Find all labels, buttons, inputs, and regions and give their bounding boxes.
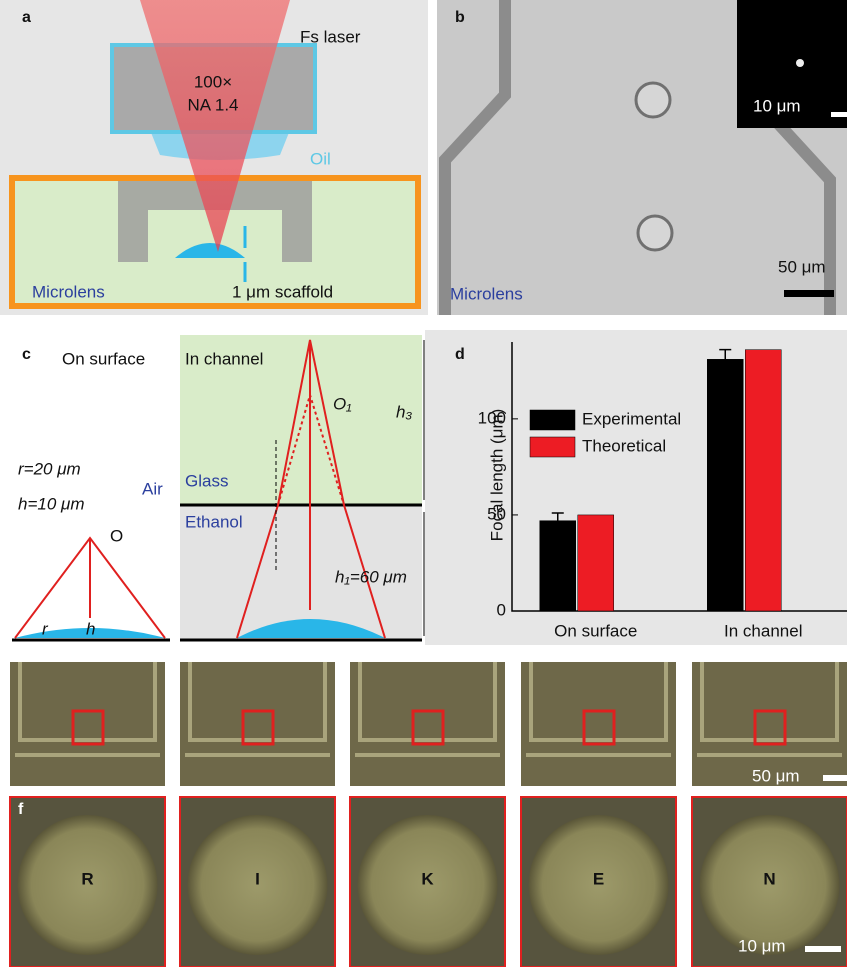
figure: a Fs laser 100× NA 1.4 Oil Microlens 1 μ… bbox=[0, 0, 847, 967]
label: h bbox=[86, 619, 95, 638]
label: Fs laser bbox=[300, 27, 361, 46]
y-tick-label: 100 bbox=[478, 408, 506, 427]
lens-image bbox=[636, 83, 670, 117]
label: h₁=60 μm bbox=[335, 567, 407, 586]
scale-bar bbox=[831, 112, 847, 117]
label: On surface bbox=[62, 349, 145, 368]
label: 1 μm scaffold bbox=[232, 282, 333, 301]
legend-label: Theoretical bbox=[582, 436, 666, 455]
label: Microlens bbox=[32, 282, 105, 301]
micrograph bbox=[350, 662, 505, 786]
panel-f: R I K E Nf 10 μm bbox=[10, 797, 847, 967]
panel-label: d bbox=[455, 346, 465, 363]
panel-label: b bbox=[455, 9, 465, 26]
label: In channel bbox=[185, 349, 263, 368]
panel-a: a Fs laser 100× NA 1.4 Oil Microlens 1 μ… bbox=[0, 0, 428, 315]
label: Oil bbox=[310, 149, 331, 168]
label: O₁ bbox=[333, 394, 352, 413]
lens-image bbox=[638, 216, 672, 250]
label: 50 μm bbox=[752, 766, 800, 785]
label: O bbox=[110, 526, 123, 545]
panel-label: a bbox=[22, 9, 31, 26]
panel-c: c On surface In channel r=20 μm h=10 μm … bbox=[12, 335, 424, 640]
label: 100× bbox=[194, 72, 232, 91]
bar bbox=[707, 359, 743, 611]
label: 50 μm bbox=[778, 257, 826, 276]
legend-swatch bbox=[530, 437, 575, 457]
label: 10 μm bbox=[753, 96, 801, 115]
x-tick-label: On surface bbox=[554, 621, 637, 640]
letter: E bbox=[593, 869, 604, 888]
panel-label: f bbox=[18, 801, 24, 818]
letter: R bbox=[81, 869, 93, 888]
y-tick-label: 0 bbox=[497, 600, 506, 619]
micrograph bbox=[521, 662, 676, 786]
label: Microlens bbox=[450, 284, 523, 303]
label: NA 1.4 bbox=[187, 95, 238, 114]
micrograph bbox=[180, 662, 335, 786]
letter: N bbox=[763, 869, 775, 888]
panel-label: c bbox=[22, 346, 31, 363]
bar bbox=[745, 350, 781, 611]
label: 10 μm bbox=[738, 936, 786, 955]
panel-e: e 50 μm bbox=[10, 662, 847, 786]
x-tick-label: In channel bbox=[724, 621, 802, 640]
scale-bar bbox=[823, 775, 847, 781]
panel-b: b 10 μm 50 μm Microlens bbox=[437, 0, 847, 315]
label: h=10 μm bbox=[18, 494, 85, 513]
letter: I bbox=[255, 869, 260, 888]
focal-spot bbox=[796, 59, 804, 67]
bar bbox=[540, 521, 576, 611]
label: r=20 μm bbox=[18, 459, 81, 478]
letter: K bbox=[421, 869, 434, 888]
y-tick-label: 50 bbox=[487, 504, 506, 523]
micrograph bbox=[10, 662, 165, 786]
label: h₃ bbox=[396, 402, 412, 421]
scale-bar bbox=[805, 946, 841, 952]
scale-bar bbox=[784, 290, 834, 297]
label: Ethanol bbox=[185, 512, 243, 531]
label: Glass bbox=[185, 471, 228, 490]
bar bbox=[578, 515, 614, 611]
legend-swatch bbox=[530, 410, 575, 430]
label: Air bbox=[142, 479, 163, 498]
legend-label: Experimental bbox=[582, 409, 681, 428]
